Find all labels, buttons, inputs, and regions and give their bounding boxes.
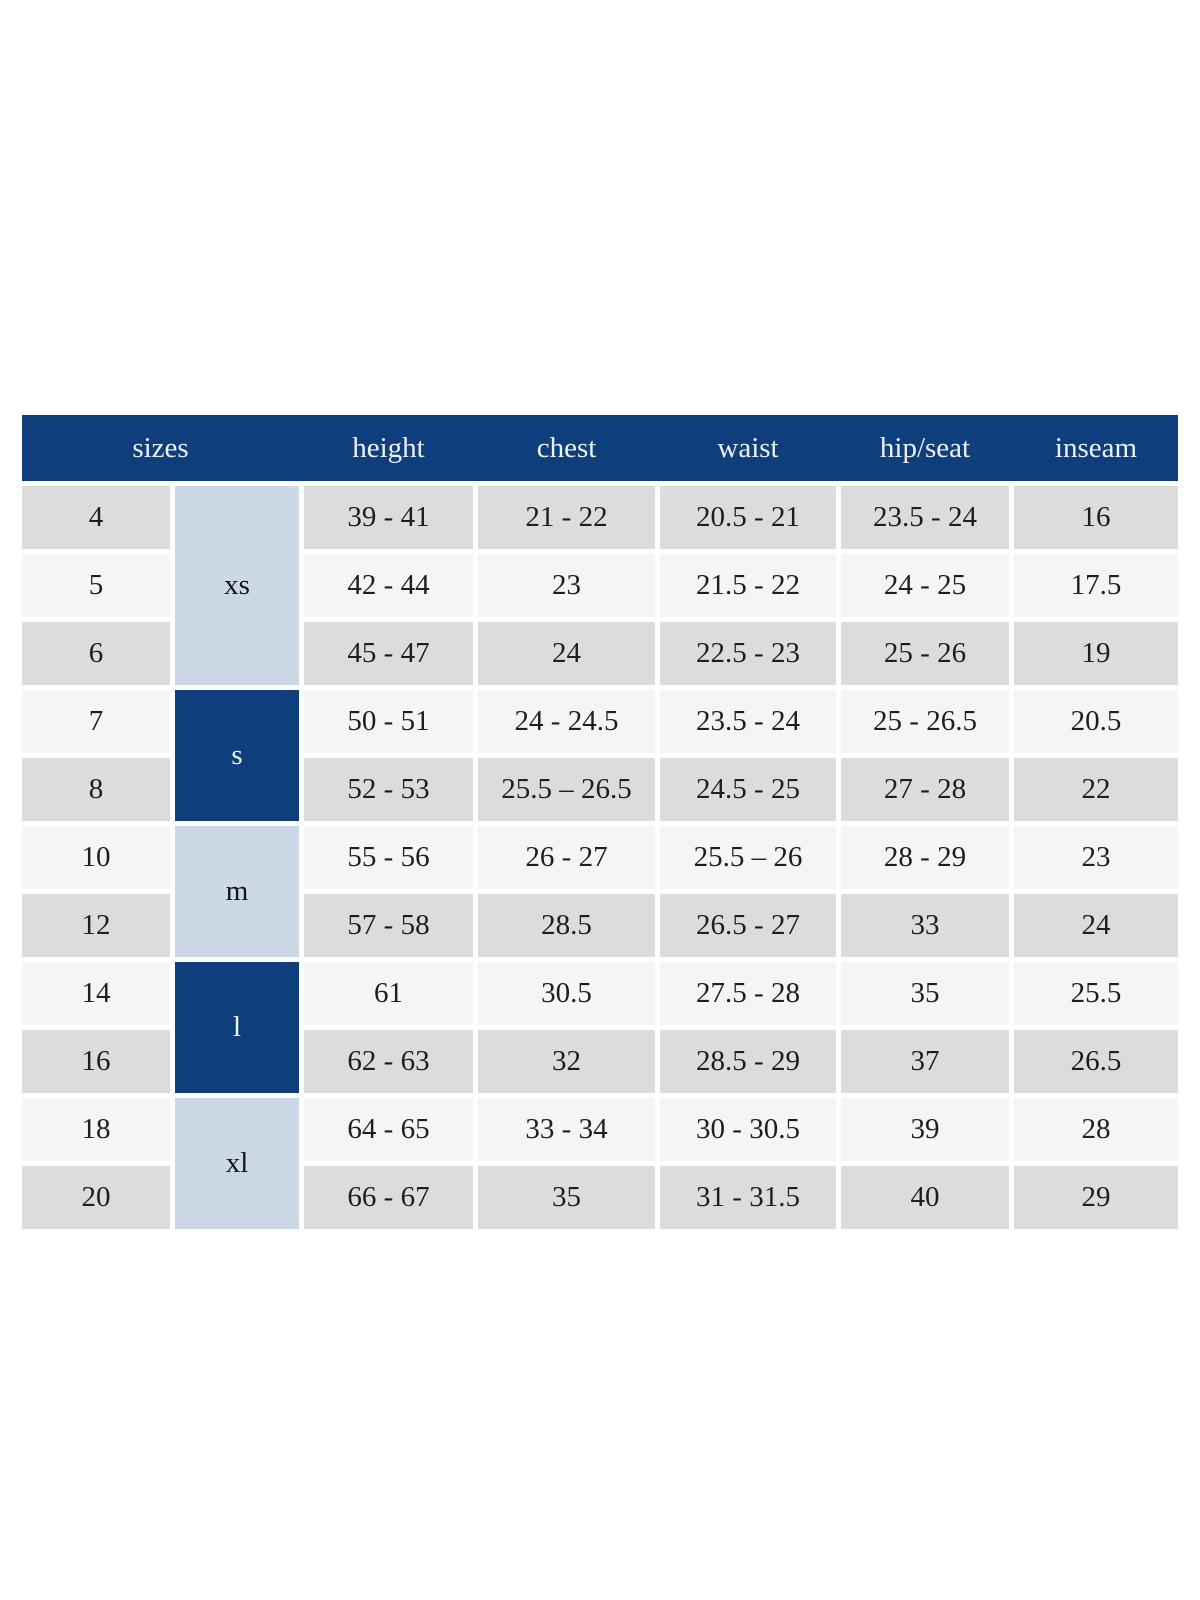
hip-seat-cell: 28 - 29 xyxy=(841,826,1009,889)
size-group-cell-xs: xs xyxy=(175,486,299,685)
waist-cell: 23.5 - 24 xyxy=(660,690,836,753)
column-header-chest: chest xyxy=(536,431,597,464)
waist-cell: 30 - 30.5 xyxy=(660,1098,836,1161)
column-header-hip-seat: hip/seat xyxy=(879,431,971,464)
waist-cell: 25.5 – 26 xyxy=(660,826,836,889)
waist-cell: 24.5 - 25 xyxy=(660,758,836,821)
size-cell: 4 xyxy=(22,486,170,549)
hip-seat-cell: 25 - 26 xyxy=(841,622,1009,685)
waist-cell: 27.5 - 28 xyxy=(660,962,836,1025)
inseam-cell: 22 xyxy=(1014,758,1178,821)
size-cell: 5 xyxy=(22,554,170,617)
chest-cell: 32 xyxy=(478,1030,655,1093)
inseam-cell: 23 xyxy=(1014,826,1178,889)
inseam-cell: 25.5 xyxy=(1014,962,1178,1025)
size-cell: 6 xyxy=(22,622,170,685)
height-cell: 45 - 47 xyxy=(304,622,473,685)
hip-seat-cell: 23.5 - 24 xyxy=(841,486,1009,549)
size-group-cell-l: l xyxy=(175,962,299,1093)
chest-cell: 24 - 24.5 xyxy=(478,690,655,753)
hip-seat-cell: 39 xyxy=(841,1098,1009,1161)
height-cell: 62 - 63 xyxy=(304,1030,473,1093)
chest-cell: 30.5 xyxy=(478,962,655,1025)
size-cell: 20 xyxy=(22,1166,170,1229)
inseam-cell: 29 xyxy=(1014,1166,1178,1229)
hip-seat-cell: 40 xyxy=(841,1166,1009,1229)
waist-cell: 26.5 - 27 xyxy=(660,894,836,957)
height-cell: 50 - 51 xyxy=(304,690,473,753)
height-cell: 52 - 53 xyxy=(304,758,473,821)
height-cell: 42 - 44 xyxy=(304,554,473,617)
size-cell: 18 xyxy=(22,1098,170,1161)
height-cell: 64 - 65 xyxy=(304,1098,473,1161)
chest-cell: 24 xyxy=(478,622,655,685)
table-header-row: sizes height chest waist hip/seat inseam xyxy=(22,415,1178,481)
height-cell: 61 xyxy=(304,962,473,1025)
hip-seat-cell: 35 xyxy=(841,962,1009,1025)
waist-cell: 28.5 - 29 xyxy=(660,1030,836,1093)
waist-cell: 31 - 31.5 xyxy=(660,1166,836,1229)
chest-cell: 35 xyxy=(478,1166,655,1229)
size-cell: 8 xyxy=(22,758,170,821)
column-header-sizes: sizes xyxy=(132,431,189,464)
height-cell: 57 - 58 xyxy=(304,894,473,957)
size-group-cell-s: s xyxy=(175,690,299,821)
column-header-height: height xyxy=(352,431,425,464)
hip-seat-cell: 24 - 25 xyxy=(841,554,1009,617)
table-body: 4 39 - 41 21 - 22 20.5 - 21 23.5 - 24 16 5 42 -… xyxy=(22,486,1178,1229)
chest-cell: 25.5 – 26.5 xyxy=(478,758,655,821)
column-header-inseam: inseam xyxy=(1054,431,1138,464)
hip-seat-cell: 33 xyxy=(841,894,1009,957)
inseam-cell: 17.5 xyxy=(1014,554,1178,617)
chest-cell: 28.5 xyxy=(478,894,655,957)
height-cell: 66 - 67 xyxy=(304,1166,473,1229)
waist-cell: 21.5 - 22 xyxy=(660,554,836,617)
size-cell: 10 xyxy=(22,826,170,889)
column-header-waist: waist xyxy=(717,431,779,464)
chest-cell: 33 - 34 xyxy=(478,1098,655,1161)
height-cell: 55 - 56 xyxy=(304,826,473,889)
inseam-cell: 26.5 xyxy=(1014,1030,1178,1093)
size-cell: 14 xyxy=(22,962,170,1025)
hip-seat-cell: 37 xyxy=(841,1030,1009,1093)
chest-cell: 23 xyxy=(478,554,655,617)
size-cell: 12 xyxy=(22,894,170,957)
chest-cell: 21 - 22 xyxy=(478,486,655,549)
size-group-cell-xl: xl xyxy=(175,1098,299,1229)
inseam-cell: 16 xyxy=(1014,486,1178,549)
hip-seat-cell: 25 - 26.5 xyxy=(841,690,1009,753)
size-cell: 16 xyxy=(22,1030,170,1093)
hip-seat-cell: 27 - 28 xyxy=(841,758,1009,821)
waist-cell: 22.5 - 23 xyxy=(660,622,836,685)
waist-cell: 20.5 - 21 xyxy=(660,486,836,549)
inseam-cell: 20.5 xyxy=(1014,690,1178,753)
height-cell: 39 - 41 xyxy=(304,486,473,549)
inseam-cell: 19 xyxy=(1014,622,1178,685)
size-cell: 7 xyxy=(22,690,170,753)
size-chart-table: sizes height chest waist hip/seat inseam… xyxy=(22,415,1178,1229)
size-group-cell-m: m xyxy=(175,826,299,957)
inseam-cell: 28 xyxy=(1014,1098,1178,1161)
inseam-cell: 24 xyxy=(1014,894,1178,957)
chest-cell: 26 - 27 xyxy=(478,826,655,889)
